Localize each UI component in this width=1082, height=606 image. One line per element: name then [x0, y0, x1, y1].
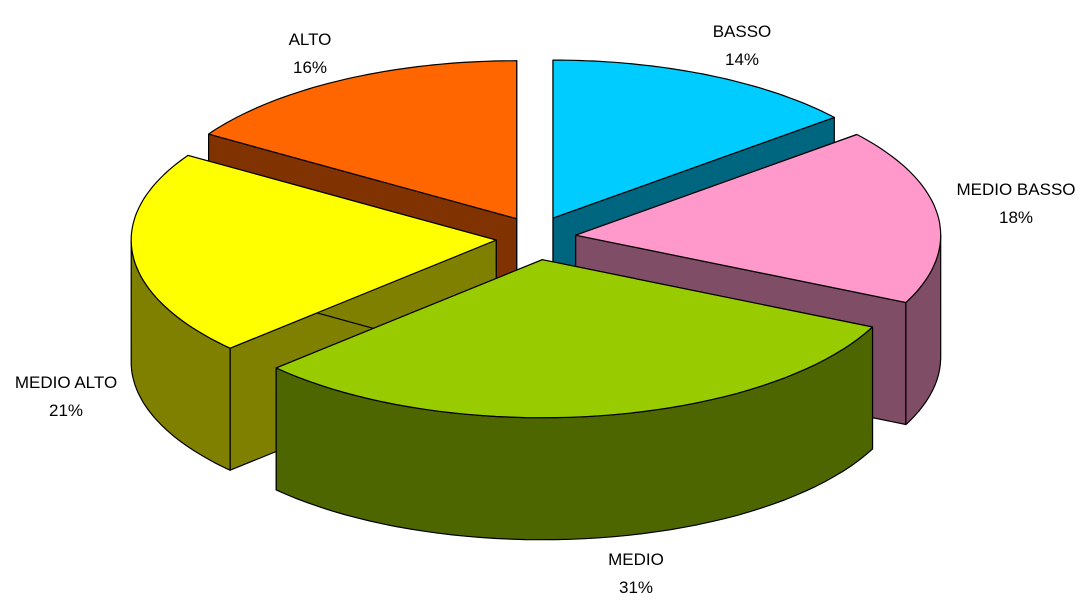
slice-percent-label: 18%	[999, 208, 1033, 227]
slice-percent-label: 14%	[725, 50, 759, 69]
slice-label: ALTO	[289, 30, 332, 49]
slice-percent-label: 21%	[49, 401, 83, 420]
slice-percent-label: 16%	[293, 58, 327, 77]
slice-label: MEDIO BASSO	[956, 180, 1075, 199]
pie-slice-medio	[275, 259, 874, 541]
slice-percent-label: 31%	[619, 578, 653, 597]
slice-label: MEDIO ALTO	[15, 373, 117, 392]
pie-slice-top	[130, 154, 497, 349]
pie-slice-top	[552, 59, 835, 219]
pie-slice-top	[575, 133, 942, 304]
pie-slice-top	[275, 259, 874, 419]
slice-label: MEDIO	[608, 550, 664, 569]
pie-slice-top	[208, 60, 518, 220]
slice-label: BASSO	[713, 22, 772, 41]
